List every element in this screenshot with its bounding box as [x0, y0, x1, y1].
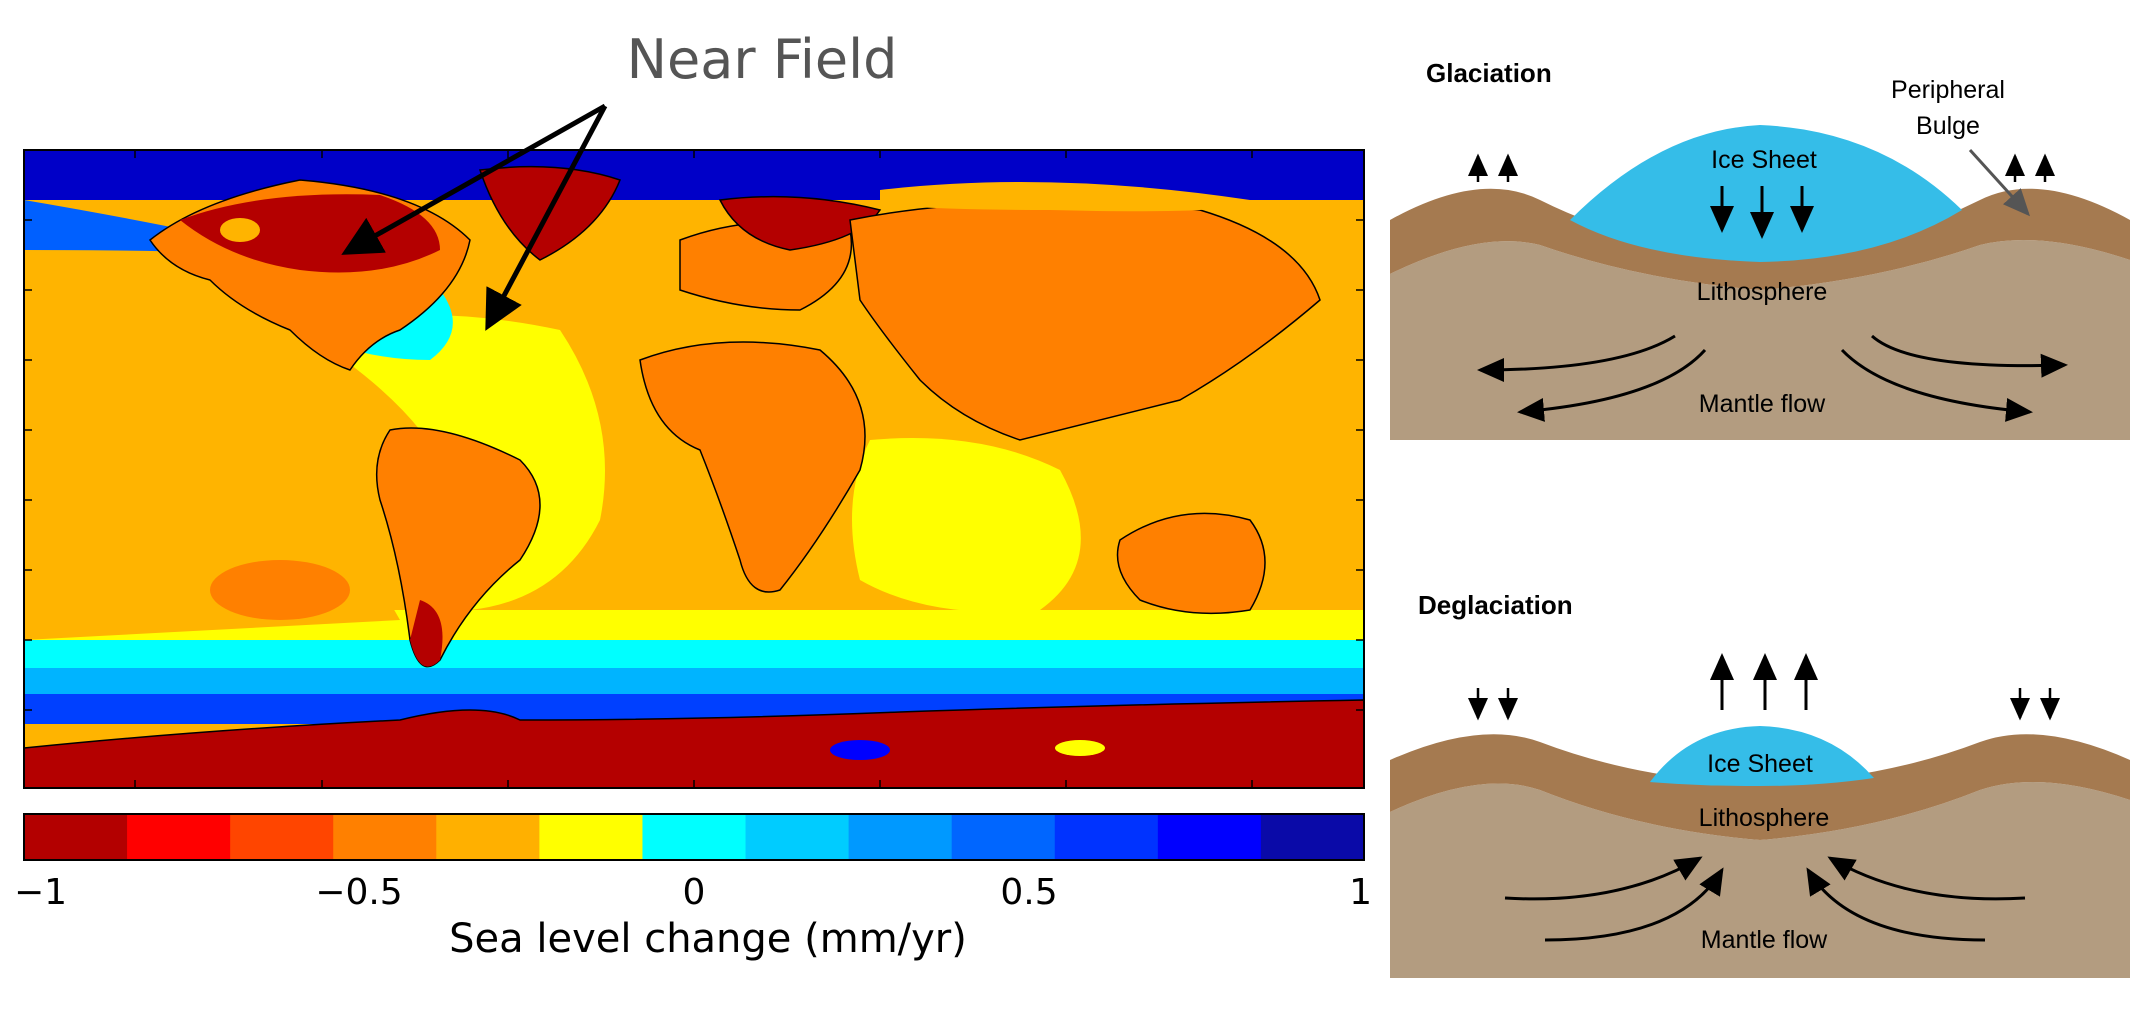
peripheral-bulge-label-2: Bulge — [1916, 112, 1980, 140]
antarctica-yellow-spot — [1055, 740, 1105, 756]
glaciation-ice-label: Ice Sheet — [1711, 146, 1817, 174]
antarctica-blue-spot — [830, 740, 890, 760]
southern-ocean-cyan — [24, 640, 1364, 670]
colorbar-tick-label: 0.5 — [1000, 872, 1057, 913]
peripheral-bulge-label-1: Peripheral — [1891, 76, 2005, 104]
hudson-bay-spot — [220, 218, 260, 242]
colorbar-segment — [848, 814, 953, 860]
colorbar-segment — [539, 814, 643, 860]
near-field-label: Near Field — [627, 28, 898, 91]
glaciation-panel: Glaciation Ice Sheet Lithosphere Mantle … — [1390, 58, 2130, 440]
glaciation-mantle-label: Mantle flow — [1699, 390, 1826, 418]
colorbar-tick-label: 0 — [683, 872, 706, 913]
colorbar-segment — [1260, 814, 1365, 860]
near-field-arrows — [341, 103, 608, 331]
map-ticks — [24, 150, 1364, 788]
colorbar-segment — [951, 814, 1056, 860]
colorbar-tick-label: −0.5 — [315, 872, 402, 913]
glaciation-up-arrows — [1468, 153, 2055, 182]
glaciation-lithosphere — [1390, 188, 2130, 290]
sea-level-map — [24, 150, 1364, 788]
pacific-coast-yellow — [24, 290, 400, 640]
colorbar-tick-label: 1 — [1349, 872, 1372, 913]
antarctica — [24, 699, 1364, 788]
deglaciation-mantle — [1390, 782, 2130, 978]
deglaciation-lithosphere-label: Lithosphere — [1699, 804, 1830, 832]
glaciation-mantle — [1390, 240, 2130, 440]
deglaciation-down-arrows — [1468, 688, 2060, 721]
siberia-band — [880, 182, 1250, 212]
colorbar-segment — [230, 814, 334, 860]
glaciation-lithosphere-label: Lithosphere — [1697, 278, 1828, 306]
glaciation-ice-sheet — [1570, 125, 1962, 262]
deglaciation-title: Deglaciation — [1418, 590, 1573, 620]
deglaciation-mantle-label: Mantle flow — [1701, 926, 1828, 954]
deglaciation-ice-sheet — [1650, 726, 1874, 786]
colorbar-segment — [333, 814, 437, 860]
colorbar-segment — [24, 814, 128, 860]
glaciation-title: Glaciation — [1426, 58, 1552, 88]
colorbar-ticks: −1 −0.5 0 0.5 1 — [14, 872, 1372, 913]
colorbar — [24, 814, 1365, 860]
patagonia-red — [410, 600, 443, 667]
deglaciation-up-arrows — [1710, 653, 1818, 710]
colorbar-segment — [642, 814, 747, 860]
glaciation-mantle-arrows — [1477, 334, 2068, 422]
indian-band — [852, 438, 1081, 612]
glaciation-down-arrows — [1710, 186, 1814, 239]
deglaciation-panel: Deglaciation Ice Sheet Lithosphere Mantl… — [1390, 590, 2130, 978]
colorbar-label: Sea level change (mm/yr) — [449, 916, 967, 962]
southern-ocean-blue — [24, 668, 1364, 696]
colorbar-segment — [1157, 814, 1262, 860]
deglaciation-lithosphere — [1390, 734, 2130, 840]
colorbar-segment — [745, 814, 850, 860]
africa — [639, 341, 866, 593]
colorbar-segment — [1054, 814, 1159, 860]
colorbar-segment — [436, 814, 540, 860]
peripheral-bulge-pointer — [1968, 148, 2031, 217]
deglaciation-ice-label: Ice Sheet — [1707, 750, 1813, 778]
south-america — [375, 427, 541, 668]
deglaciation-mantle-arrows — [1504, 856, 2026, 942]
pacific-orange-spot — [210, 560, 350, 620]
australia — [1116, 512, 1266, 615]
colorbar-segment — [127, 814, 231, 860]
colorbar-frame — [23, 813, 1365, 861]
colorbar-tick-label: −1 — [14, 872, 67, 913]
